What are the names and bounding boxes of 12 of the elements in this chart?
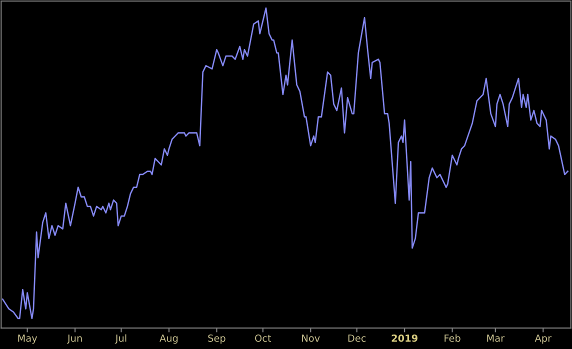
x-tick-label: Aug	[160, 334, 178, 344]
x-tick-label: Oct	[255, 334, 272, 342]
x-tick-label: Jul	[114, 334, 126, 344]
x-tick-label: Feb	[444, 334, 460, 342]
x-tick-label: Nov	[302, 334, 320, 342]
x-tick-label: 2019	[392, 334, 418, 342]
x-tick-label: Mar	[487, 334, 505, 342]
x-tick-label: Apr	[534, 334, 552, 344]
x-tick-label: Dec	[348, 334, 366, 342]
x-tick-label: Jun	[66, 334, 82, 344]
x-tick-label: Sep	[208, 334, 226, 344]
x-tick-label: May	[18, 334, 38, 344]
